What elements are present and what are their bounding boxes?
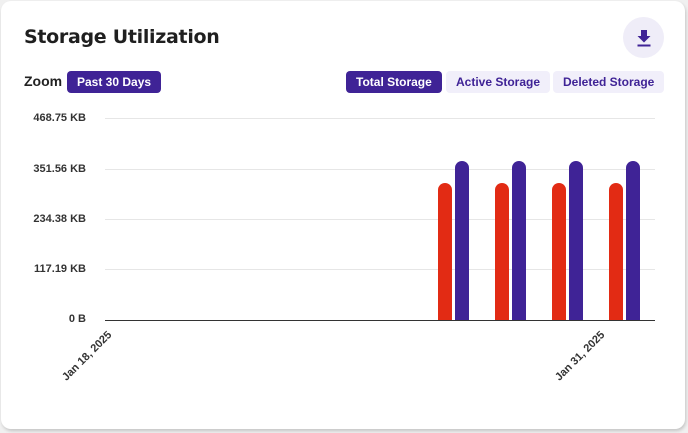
bar[interactable] [569, 161, 583, 320]
gridline [105, 169, 655, 170]
y-tick: 0 B [68, 313, 86, 325]
gridline [105, 219, 655, 220]
toggle-active-storage[interactable]: Active Storage [446, 71, 551, 93]
x-tick: Jan 18, 2025 [59, 329, 115, 384]
x-tick: Jan 31, 2025 [552, 329, 608, 384]
y-tick: 351.56 KB [33, 163, 86, 175]
card-title: Storage Utilization [24, 26, 220, 48]
bar[interactable] [552, 183, 566, 320]
toggle-total-storage[interactable]: Total Storage [346, 71, 442, 93]
y-tick: 234.38 KB [33, 213, 86, 225]
zoom-range-selector[interactable]: Past 30 Days [67, 71, 162, 93]
y-tick: 468.75 KB [33, 112, 86, 124]
download-button[interactable] [623, 17, 664, 58]
gridline [105, 118, 655, 119]
bar[interactable] [512, 161, 526, 320]
bar[interactable] [455, 161, 469, 320]
bar[interactable] [438, 183, 452, 320]
bar[interactable] [626, 161, 640, 320]
y-tick: 117.19 KB [34, 263, 86, 275]
gridline [105, 269, 655, 270]
zoom-label: Zoom [24, 73, 63, 89]
x-axis-line [105, 320, 655, 321]
toggle-deleted-storage[interactable]: Deleted Storage [553, 71, 665, 93]
download-icon [637, 29, 650, 46]
bar[interactable] [609, 183, 623, 320]
bar[interactable] [495, 183, 509, 320]
